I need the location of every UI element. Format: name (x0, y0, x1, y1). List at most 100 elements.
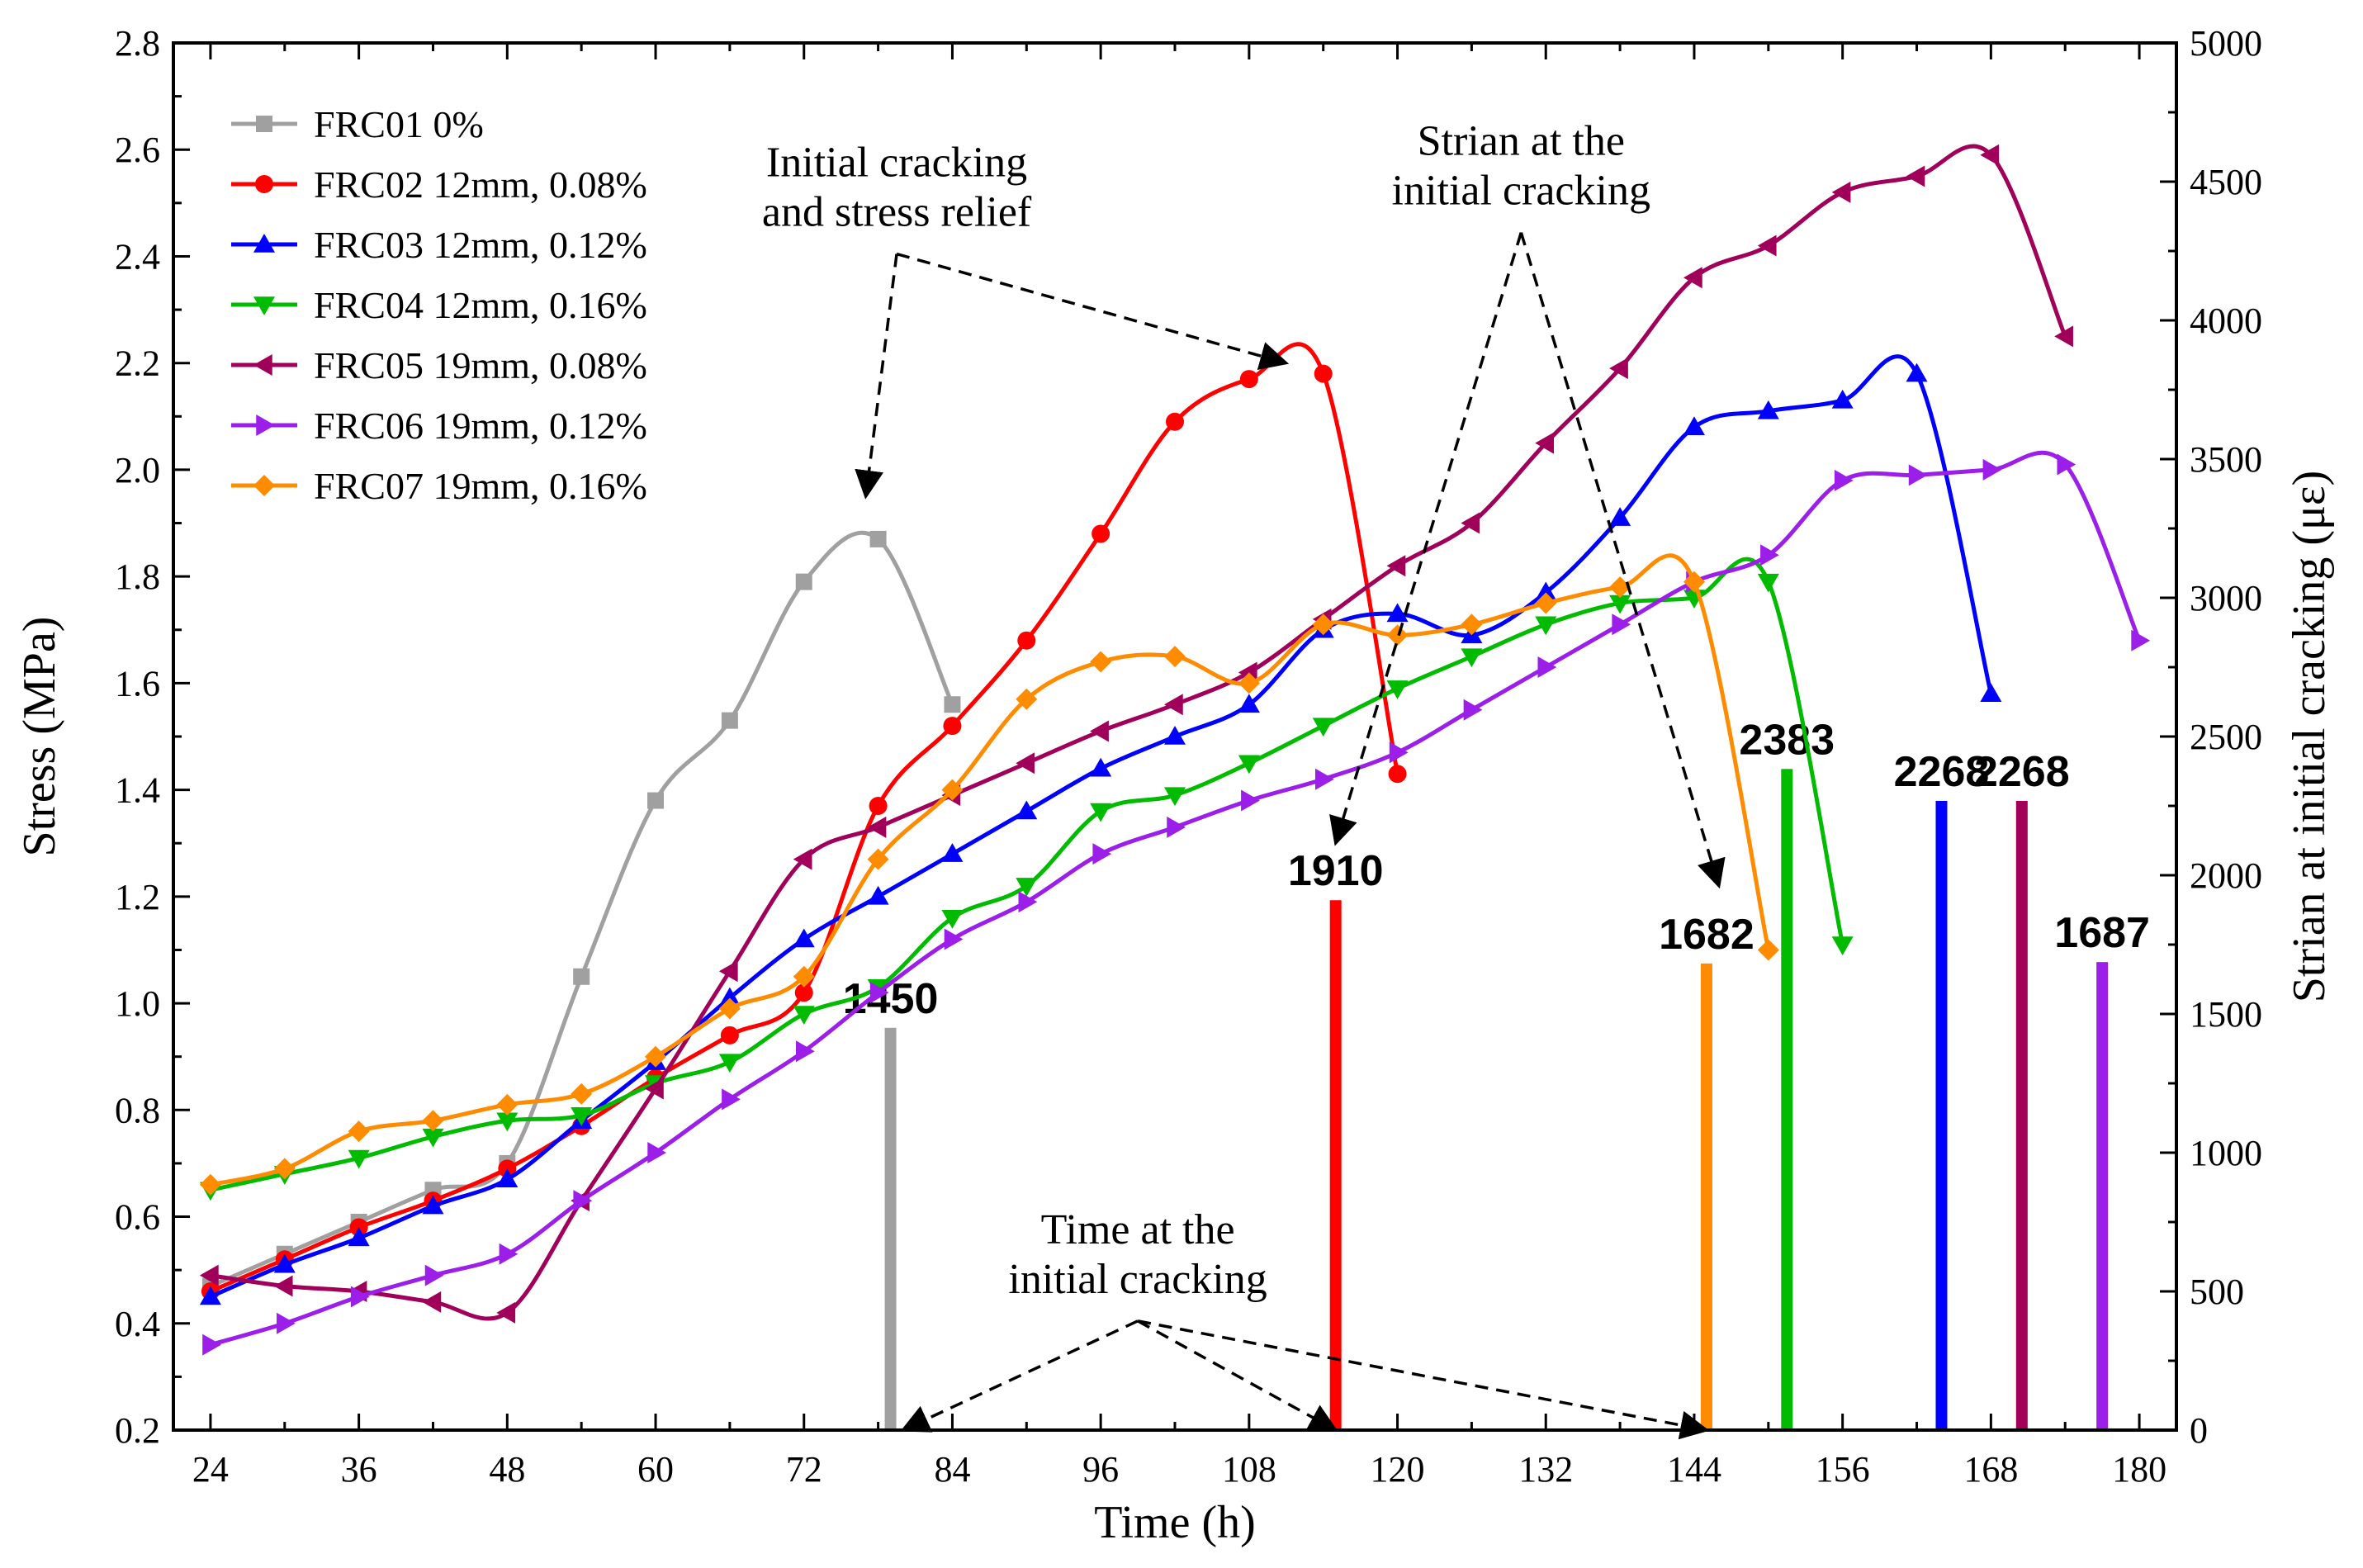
data-point (1757, 573, 1779, 593)
y-tick-label: 2.4 (115, 236, 160, 277)
bar-value-label: 1682 (1659, 911, 1754, 959)
y-tick-label: 0.2 (115, 1410, 160, 1451)
data-point (1906, 362, 1928, 382)
data-point (1016, 878, 1038, 897)
data-point (2054, 325, 2073, 348)
data-point (1016, 688, 1038, 710)
data-point (1238, 755, 1260, 775)
data-point (645, 1078, 664, 1100)
y-tick-label: 1.0 (115, 983, 160, 1024)
annotation-arrow (900, 1319, 1139, 1433)
data-point (1312, 718, 1334, 737)
legend-label: FRC06 19mm, 0.12% (314, 405, 647, 447)
data-point (1017, 631, 1036, 650)
data-point (1683, 416, 1705, 435)
series-line (210, 553, 1771, 1187)
data-point (1461, 512, 1480, 534)
annotation-arrow (1329, 232, 1522, 846)
x-tick-label: 84 (934, 1449, 970, 1490)
cracking-strain-bar (1781, 769, 1793, 1430)
series-line (210, 557, 1845, 1192)
y2-tick-label: 1000 (2190, 1133, 2262, 1173)
cracking-strain-bar (2015, 800, 2028, 1430)
legend-marker (255, 175, 273, 193)
y-tick-label: 0.4 (115, 1304, 160, 1344)
data-point (499, 1243, 519, 1265)
data-point (1461, 613, 1483, 636)
data-point (1166, 412, 1184, 431)
data-point (718, 960, 738, 983)
data-point (422, 1128, 444, 1148)
data-point (1834, 469, 1854, 491)
data-point (199, 1264, 219, 1286)
x-tick-label: 24 (192, 1449, 229, 1490)
y-tick-label: 0.8 (115, 1090, 160, 1130)
y2-tick-label: 2000 (2190, 855, 2262, 896)
y2-axis-title: Strian at initial cracking (με) (2284, 471, 2335, 1002)
data-point (199, 1286, 221, 1305)
data-point (571, 1107, 593, 1126)
data-point (941, 779, 964, 801)
x-tick-label: 132 (1518, 1449, 1573, 1490)
data-point (1535, 581, 1557, 601)
annotation-arrow (1137, 1319, 1338, 1432)
x-tick-label: 36 (341, 1449, 377, 1490)
data-point (1389, 741, 1409, 764)
y2-tick-label: 0 (2190, 1410, 2208, 1451)
data-point (1016, 800, 1038, 820)
data-point (273, 1275, 293, 1297)
data-point (199, 1173, 221, 1196)
y-tick-label: 1.6 (115, 663, 160, 703)
data-point (647, 792, 665, 809)
data-point (944, 928, 964, 950)
y-tick-label: 1.4 (115, 770, 160, 811)
data-point (1167, 816, 1186, 838)
data-point (1386, 680, 1409, 699)
data-point (1090, 720, 1109, 742)
data-point (718, 1054, 741, 1073)
annotation-arrow (855, 253, 898, 500)
data-point (1238, 694, 1260, 713)
data-point (202, 1334, 221, 1356)
data-point (1757, 400, 1779, 419)
data-point (1090, 757, 1112, 777)
data-point (1908, 464, 1928, 486)
data-point (867, 885, 889, 905)
data-point (1980, 683, 2002, 703)
data-point (867, 816, 887, 838)
data-point (277, 1312, 296, 1334)
annotation-arrow (1519, 232, 1726, 889)
legend-label: FRC04 12mm, 0.16% (314, 284, 647, 326)
data-point (1018, 891, 1038, 913)
data-point (795, 573, 812, 590)
data-point (944, 696, 961, 713)
data-point (1386, 603, 1409, 623)
data-point (1982, 458, 2002, 481)
data-point (422, 1291, 442, 1313)
legend-label: FRC02 12mm, 0.08% (314, 163, 647, 206)
data-point (1609, 358, 1628, 380)
annotation-arrow (896, 252, 1290, 371)
data-point (1164, 726, 1186, 745)
data-point (1238, 672, 1260, 694)
data-point (1090, 803, 1112, 822)
y2-tick-label: 4500 (2190, 162, 2262, 202)
data-point (1463, 699, 1483, 721)
data-point (722, 1088, 741, 1111)
annotation-text: Strian at the (1418, 118, 1625, 165)
x-tick-label: 156 (1816, 1449, 1870, 1490)
y-tick-label: 0.6 (115, 1197, 160, 1238)
annotation-arrow (1137, 1319, 1710, 1440)
legend-marker (256, 415, 275, 436)
data-point (1164, 694, 1183, 716)
data-point (1535, 432, 1555, 454)
y-tick-label: 2.0 (115, 450, 160, 490)
x-tick-label: 120 (1371, 1449, 1425, 1490)
legend-marker (253, 475, 275, 496)
data-point (1314, 364, 1333, 383)
x-tick-label: 108 (1222, 1449, 1276, 1490)
data-point (943, 717, 962, 736)
data-point (496, 1168, 519, 1188)
data-point (645, 1045, 667, 1068)
data-point (1980, 144, 2000, 166)
